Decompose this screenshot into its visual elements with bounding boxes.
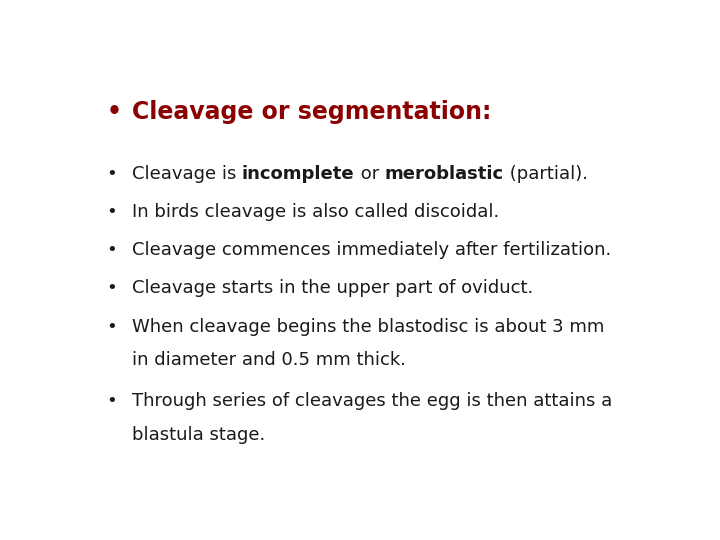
Text: Cleavage or segmentation:: Cleavage or segmentation:: [132, 100, 491, 124]
Text: In birds cleavage is also called discoidal.: In birds cleavage is also called discoid…: [132, 203, 499, 221]
Text: meroblastic: meroblastic: [384, 165, 504, 183]
Text: blastula stage.: blastula stage.: [132, 426, 265, 444]
Text: (partial).: (partial).: [504, 165, 588, 183]
Text: •: •: [107, 318, 117, 335]
Text: •: •: [107, 241, 117, 259]
Text: incomplete: incomplete: [242, 165, 355, 183]
Text: When cleavage begins the blastodisc is about 3 mm: When cleavage begins the blastodisc is a…: [132, 318, 604, 335]
Text: •: •: [107, 393, 117, 410]
Text: •: •: [107, 165, 117, 183]
Text: •: •: [107, 279, 117, 298]
Text: •: •: [107, 100, 122, 124]
Text: Cleavage starts in the upper part of oviduct.: Cleavage starts in the upper part of ovi…: [132, 279, 533, 298]
Text: Through series of cleavages the egg is then attains a: Through series of cleavages the egg is t…: [132, 393, 612, 410]
Text: in diameter and 0.5 mm thick.: in diameter and 0.5 mm thick.: [132, 351, 406, 369]
Text: Cleavage commences immediately after fertilization.: Cleavage commences immediately after fer…: [132, 241, 611, 259]
Text: •: •: [107, 203, 117, 221]
Text: Cleavage is: Cleavage is: [132, 165, 242, 183]
Text: or: or: [354, 165, 384, 183]
